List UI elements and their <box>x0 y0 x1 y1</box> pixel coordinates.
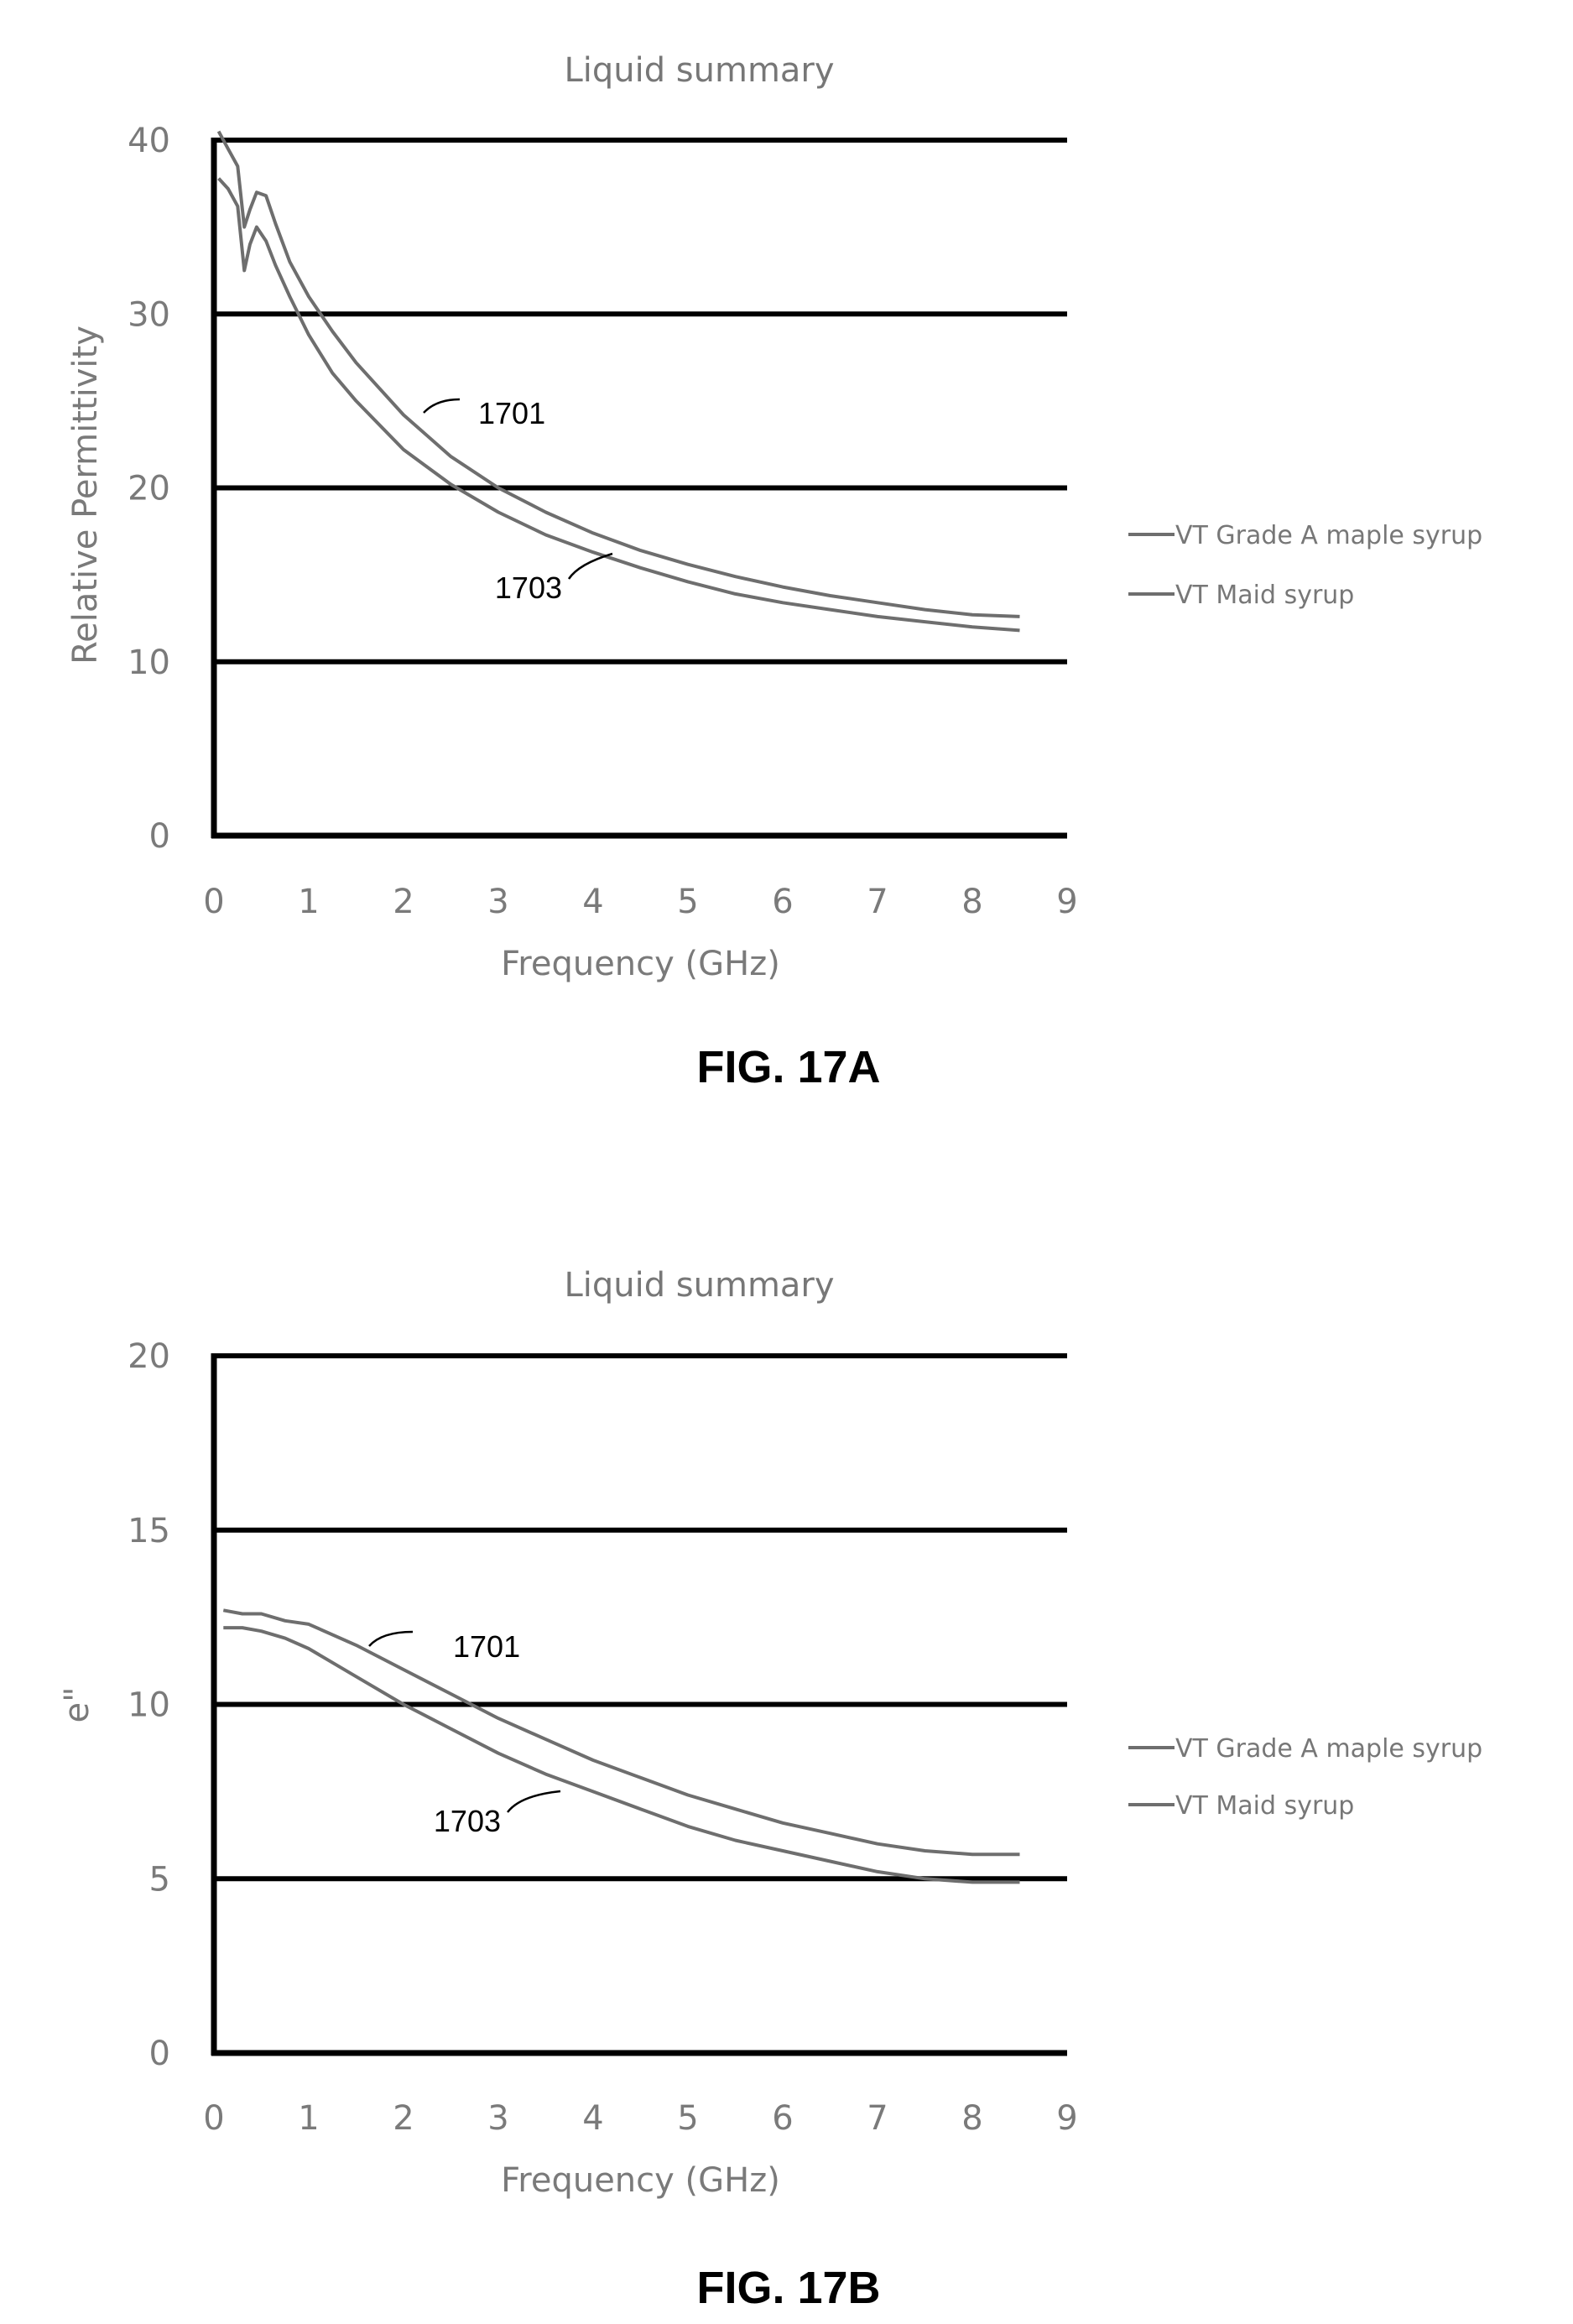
y-axis-title: e" <box>58 1686 96 1722</box>
series-line-grade-a <box>222 1608 1020 1857</box>
y-tick-label: 20 <box>128 470 170 508</box>
legend-label: VT Maid syrup <box>1175 581 1354 610</box>
x-tick-label: 8 <box>961 2099 982 2138</box>
x-tick-label: 1 <box>298 883 319 921</box>
x-tick-label: 4 <box>582 2099 603 2138</box>
chart-a: Liquid summary 0 10 20 30 40 0 1 2 3 4 5 6 7 8 9 Frequen… <box>66 51 1482 1092</box>
x-tick-label: 6 <box>772 883 793 921</box>
legend-label: VT Grade A maple syrup <box>1175 1734 1482 1764</box>
x-tick-label: 9 <box>1056 883 1077 921</box>
y-tick-label: 20 <box>128 1337 170 1376</box>
x-tick-label: 6 <box>772 2099 793 2138</box>
x-tick-label: 0 <box>203 2099 224 2138</box>
legend-label: VT Maid syrup <box>1175 1791 1354 1821</box>
leader-line <box>507 1790 561 1813</box>
series-line-maid <box>217 177 1020 633</box>
y-axis-title: Relative Permittivity <box>66 326 105 664</box>
x-tick-label: 8 <box>961 883 982 921</box>
x-tick-label: 1 <box>298 2099 319 2138</box>
y-tick-label: 10 <box>128 644 170 682</box>
y-tick-label: 0 <box>149 817 170 856</box>
y-tick-label: 5 <box>149 1860 170 1899</box>
y-tick-label: 15 <box>128 1512 170 1550</box>
series-line-maid <box>223 1626 1020 1884</box>
y-tick-label: 10 <box>128 1686 170 1725</box>
y-tick-label: 30 <box>128 295 170 334</box>
x-tick-label: 9 <box>1056 2099 1077 2138</box>
figure-caption: FIG. 17A <box>696 1042 880 1092</box>
y-tick-label: 0 <box>149 2035 170 2073</box>
x-tick-label: 0 <box>203 883 224 921</box>
series-reference-label: 1701 <box>478 396 545 430</box>
x-tick-label: 3 <box>487 2099 508 2138</box>
x-tick-label: 7 <box>867 883 888 921</box>
x-tick-label: 4 <box>582 883 603 921</box>
x-tick-label: 3 <box>487 883 508 921</box>
x-tick-label: 7 <box>867 2099 888 2138</box>
figure-caption: FIG. 17B <box>696 2263 880 2313</box>
leader-line <box>423 398 461 414</box>
series-reference-label: 1703 <box>495 571 562 605</box>
series-reference-label: 1703 <box>434 1804 501 1838</box>
chart-b: Liquid summary 0 5 10 15 20 0 1 2 3 4 5 6 7 8 9 Frequenc… <box>58 1266 1482 2313</box>
leader-line <box>567 552 613 580</box>
series-reference-label: 1701 <box>453 1629 520 1664</box>
legend-label: VT Grade A maple syrup <box>1175 521 1482 550</box>
chart-title: Liquid summary <box>564 51 834 90</box>
x-tick-label: 2 <box>393 2099 414 2138</box>
x-tick-label: 2 <box>393 883 414 921</box>
leader-line <box>368 1630 414 1647</box>
x-tick-label: 5 <box>677 2099 698 2138</box>
series-line-grade-a <box>216 130 1020 618</box>
x-tick-label: 5 <box>677 883 698 921</box>
x-axis-title: Frequency (GHz) <box>501 2161 780 2200</box>
x-axis-title: Frequency (GHz) <box>501 945 780 983</box>
chart-title: Liquid summary <box>564 1266 834 1305</box>
y-tick-label: 40 <box>128 122 170 160</box>
